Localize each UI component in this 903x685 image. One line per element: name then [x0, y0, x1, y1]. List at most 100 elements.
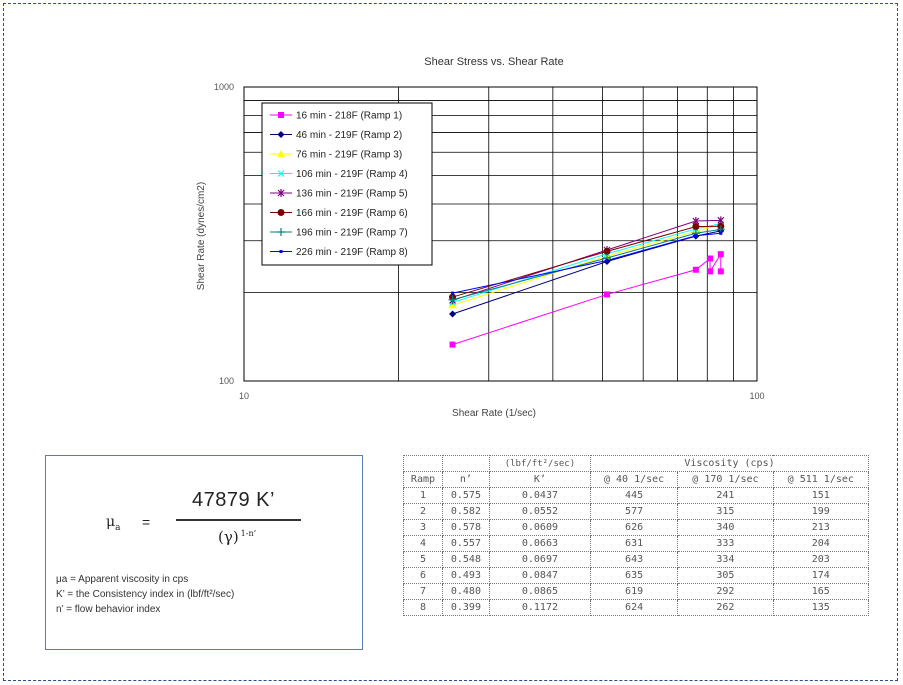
legend-item: 226 min - 219F (Ramp 8) — [270, 247, 408, 258]
x-tick-label: 100 — [749, 391, 764, 401]
group-header-cell — [441, 455, 490, 472]
table-row: 2 0.582 0.0552 577 315 199 — [403, 503, 870, 520]
table-cell: 0.578 — [441, 519, 490, 536]
table-cell: 0.548 — [441, 551, 490, 568]
data-point — [603, 291, 610, 298]
header-visc-40: @ 40 1/sec — [589, 471, 679, 488]
formula-mu: μa — [106, 514, 121, 533]
table-cell: 334 — [677, 551, 774, 568]
table-cell: 165 — [772, 583, 870, 600]
data-point — [277, 170, 285, 177]
table-cell: 315 — [677, 503, 774, 520]
series-line — [452, 232, 721, 294]
data-point — [277, 131, 285, 138]
series-ramp-1 — [449, 251, 724, 348]
data-point — [277, 150, 285, 157]
header-k: K’ — [488, 471, 591, 488]
table-cell: 333 — [677, 535, 774, 552]
data-point — [694, 234, 698, 238]
y-tick-label: 100 — [219, 376, 234, 386]
table-cell: 135 — [772, 599, 870, 616]
legend-item: 16 min - 218F (Ramp 1) — [270, 111, 402, 122]
x-tick-label: 10 — [239, 391, 249, 401]
table-cell: 0.0865 — [488, 583, 591, 600]
table-cell: 0.0663 — [488, 535, 591, 552]
formula-numerator: 47879 K’ — [192, 489, 275, 511]
group-header-units: (lbf/ft²/sec) — [488, 455, 591, 472]
table-cell: 2 — [403, 503, 443, 520]
table-cell: 624 — [589, 599, 679, 616]
series-line — [452, 230, 721, 315]
table-cell: 0.493 — [441, 567, 490, 584]
rheology-table: (lbf/ft²/sec) Viscosity (cps) Ramp n’ K’… — [403, 455, 870, 655]
table-row: 5 0.548 0.0697 643 334 203 — [403, 551, 870, 568]
table-cell: 445 — [589, 487, 679, 504]
header-n: n’ — [441, 471, 490, 488]
data-point — [717, 251, 724, 258]
data-point — [277, 228, 285, 236]
table-cell: 203 — [772, 551, 870, 568]
data-point — [449, 310, 457, 318]
group-header-cell — [403, 455, 443, 472]
table-cell: 213 — [772, 519, 870, 536]
header-ramp: Ramp — [403, 471, 443, 488]
table-cell: 241 — [677, 487, 774, 504]
legend-box — [261, 102, 433, 266]
table-cell: 0.0609 — [488, 519, 591, 536]
data-point — [707, 255, 714, 262]
data-point — [448, 301, 457, 309]
data-point — [449, 341, 456, 348]
formula-equals: = — [142, 514, 151, 530]
series-ramp-7 — [448, 225, 725, 304]
legend-label: 46 min - 219F (Ramp 2) — [296, 130, 402, 141]
table-cell: 0.0847 — [488, 567, 591, 584]
plot-area-border — [243, 86, 758, 382]
series-line — [452, 223, 721, 306]
chart-legend: 16 min - 218F (Ramp 1) 46 min - 219F (Ram… — [261, 102, 433, 266]
table-cell: 174 — [772, 567, 870, 584]
y-tick-label: 1000 — [214, 82, 234, 92]
data-point — [717, 268, 724, 275]
table-cell: 292 — [677, 583, 774, 600]
legend-label: 76 min - 219F (Ramp 3) — [296, 150, 402, 161]
chart-series — [448, 216, 725, 348]
table-cell: 0.582 — [441, 503, 490, 520]
table-group-header-row: (lbf/ft²/sec) Viscosity (cps) — [403, 455, 870, 472]
chart-axes — [243, 86, 758, 382]
table-cell: 262 — [677, 599, 774, 616]
legend-label: 136 min - 219F (Ramp 5) — [296, 189, 408, 200]
data-point — [605, 258, 609, 262]
data-point — [603, 247, 611, 255]
legend-label: 196 min - 219F (Ramp 7) — [296, 228, 408, 239]
series-line — [452, 228, 721, 301]
data-point — [692, 223, 700, 231]
table-cell: 0.0552 — [488, 503, 591, 520]
table-cell: 1 — [403, 487, 443, 504]
chart-ticks: 10 100 100 1000 — [214, 82, 765, 401]
formula-denominator: (γ) 1-n’ — [218, 528, 257, 546]
table-cell: 151 — [772, 487, 870, 504]
table-cell: 635 — [589, 567, 679, 584]
table-cell: 0.399 — [441, 599, 490, 616]
data-point — [277, 189, 285, 197]
table-cell: 8 — [403, 599, 443, 616]
legend-label: 16 min - 218F (Ramp 1) — [296, 111, 402, 122]
group-header-viscosity: Viscosity (cps) — [589, 455, 870, 472]
table-row: 6 0.493 0.0847 635 305 174 — [403, 567, 870, 584]
table-row: 8 0.399 0.1172 624 262 135 — [403, 599, 870, 616]
table-cell: 7 — [403, 583, 443, 600]
header-visc-511: @ 511 1/sec — [772, 471, 870, 488]
table-row: 7 0.480 0.0865 619 292 165 — [403, 583, 870, 600]
data-point — [278, 112, 284, 118]
legend-item: 106 min - 219F (Ramp 4) — [270, 169, 408, 180]
legend-label: 166 min - 219F (Ramp 6) — [296, 208, 408, 219]
series-line — [452, 225, 721, 298]
table-cell: 643 — [589, 551, 679, 568]
table-cell: 0.480 — [441, 583, 490, 600]
table-cell: 3 — [403, 519, 443, 536]
table-cell: 631 — [589, 535, 679, 552]
table-cell: 204 — [772, 535, 870, 552]
header-visc-170: @ 170 1/sec — [677, 471, 774, 488]
series-line — [452, 252, 722, 346]
table-cell: 619 — [589, 583, 679, 600]
